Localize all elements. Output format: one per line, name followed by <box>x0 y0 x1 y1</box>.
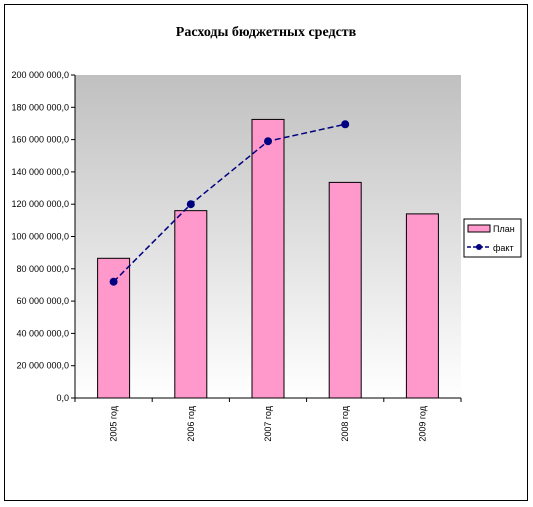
y-tick-label: 200 000 000,0 <box>11 70 69 80</box>
plan-bars <box>97 118 439 399</box>
y-tick-label: 20 000 000,0 <box>16 361 69 371</box>
y-tick-label: 60 000 000,0 <box>16 296 69 306</box>
y-tick-label: 40 000 000,0 <box>16 328 69 338</box>
fact-line-path <box>113 123 346 283</box>
x-tick-label: 2008 год <box>340 405 350 441</box>
x-tick-label: 2007 год <box>263 405 273 441</box>
x-tick-label: 2005 год <box>109 405 119 441</box>
legend-plan-swatch <box>467 224 491 233</box>
fact-point <box>341 120 350 129</box>
y-tick-label: 80 000 000,0 <box>16 264 69 274</box>
y-tick-label: 120 000 000,0 <box>11 199 69 209</box>
fact-point <box>264 137 272 146</box>
fact-point <box>109 277 118 286</box>
y-tick-label: 140 000 000,0 <box>11 167 69 177</box>
y-tick-label: 100 000 000,0 <box>11 232 69 242</box>
y-tick-label: 180 000 000,0 <box>11 102 69 112</box>
bar-plan <box>328 181 362 399</box>
y-axis: 0,0 20 000 000,0 40 000 000,0 60 000 000,0 8… <box>11 70 76 403</box>
x-tick-label: 2009 год <box>417 405 427 441</box>
fact-point <box>186 200 195 209</box>
fact-line <box>109 120 350 286</box>
bar-plan <box>174 210 208 399</box>
legend-plan-label: План <box>493 224 515 234</box>
legend-fact-marker <box>476 244 482 250</box>
x-tick-label: 2006 год <box>186 405 196 441</box>
chart-title: Расходы бюджетных средств <box>176 25 357 40</box>
bar-plan <box>251 118 285 399</box>
y-tick-label: 160 000 000,0 <box>11 135 69 145</box>
y-tick-label: 0,0 <box>56 393 69 403</box>
legend: План факт <box>463 218 522 258</box>
x-axis: 2005 год 2006 год 2007 год 2008 год 2009 год <box>74 397 462 442</box>
bar-plan <box>405 213 439 399</box>
legend-fact-label: факт <box>493 243 514 253</box>
